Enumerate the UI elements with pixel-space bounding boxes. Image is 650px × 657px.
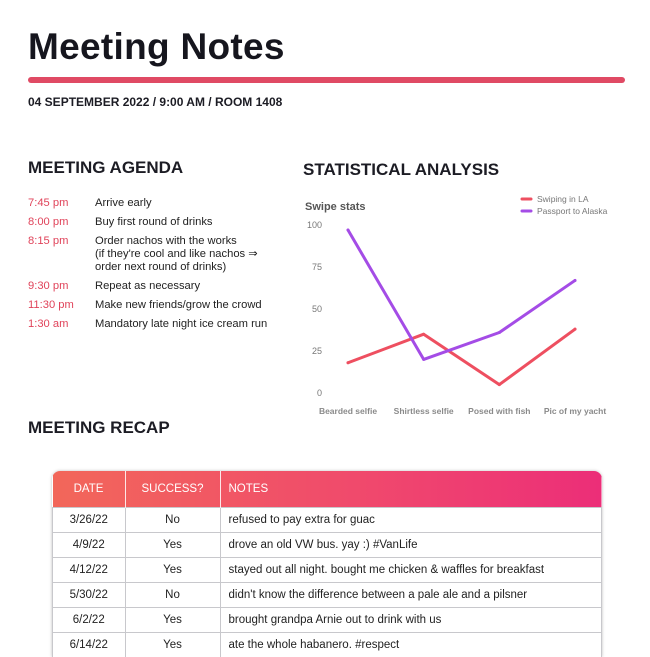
success-cell: No xyxy=(125,583,220,608)
success-cell: Yes xyxy=(125,558,220,583)
notes-cell: refused to pay extra for guac xyxy=(220,508,602,533)
date-cell: 6/2/22 xyxy=(53,608,126,633)
data-point xyxy=(347,229,350,232)
chart-svg: Swipe stats 0 25 50 75 100 Bearded selfie Shirt… xyxy=(300,188,630,424)
y-tick-label: 50 xyxy=(312,304,322,314)
data-point xyxy=(498,331,501,334)
x-tick-label: Posed with fish xyxy=(468,406,530,416)
table-header-row: DATE SUCCESS? NOTES xyxy=(53,471,602,508)
notes-cell: ate the whole habanero. #respect xyxy=(220,633,602,657)
chart-title: Swipe stats xyxy=(305,201,366,213)
success-cell: Yes xyxy=(125,533,220,558)
agenda-time: 1:30 am xyxy=(28,318,95,331)
success-cell: Yes xyxy=(125,608,220,633)
legend-label: Passport to Alaska xyxy=(537,206,608,216)
date-cell: 4/9/22 xyxy=(53,533,126,558)
swipe-stats-chart: Swipe stats 0 25 50 75 100 Bearded selfie Shirt… xyxy=(300,188,630,424)
date-cell: 5/30/22 xyxy=(53,583,126,608)
notes-cell: drove an old VW bus. yay :) #VanLife xyxy=(220,533,602,558)
data-point xyxy=(498,383,501,386)
series-line xyxy=(348,329,575,384)
agenda-text: Mandatory late night ice cream run xyxy=(95,318,267,331)
agenda-text: Arrive early xyxy=(95,197,152,210)
data-point xyxy=(347,361,350,364)
y-tick-label: 0 xyxy=(317,388,322,398)
y-tick-label: 100 xyxy=(307,220,322,230)
date-cell: 3/26/22 xyxy=(53,508,126,533)
column-header-success: SUCCESS? xyxy=(125,471,220,508)
series-line xyxy=(348,230,575,359)
x-tick-label: Pic of my yacht xyxy=(544,406,607,416)
title-underline xyxy=(28,77,625,83)
date-cell: 4/12/22 xyxy=(53,558,126,583)
meeting-meta: 04 SEPTEMBER 2022 / 9:00 AM / ROOM 1408 xyxy=(28,95,282,109)
agenda-text: Make new friends/grow the crowd xyxy=(95,299,262,312)
column-header-date: DATE xyxy=(53,471,126,508)
agenda-time: 8:00 pm xyxy=(28,216,95,229)
page-title: Meeting Notes xyxy=(28,26,285,68)
agenda-text: Order nachos with the works (if they're … xyxy=(95,235,258,274)
data-point xyxy=(574,279,577,282)
success-cell: No xyxy=(125,508,220,533)
date-cell: 6/14/22 xyxy=(53,633,126,657)
legend-label: Swiping in LA xyxy=(537,194,589,204)
notes-cell: didn't know the difference between a pal… xyxy=(220,583,602,608)
data-point xyxy=(422,358,425,361)
recap-heading: MEETING RECAP xyxy=(28,418,170,438)
notes-cell: stayed out all night. bought me chicken … xyxy=(220,558,602,583)
x-tick-label: Shirtless selfie xyxy=(394,406,454,416)
data-point xyxy=(422,333,425,336)
agenda-time: 7:45 pm xyxy=(28,197,95,210)
data-point xyxy=(574,328,577,331)
x-tick-label: Bearded selfie xyxy=(319,406,377,416)
agenda-time: 11:30 pm xyxy=(28,299,95,312)
agenda-text: Buy first round of drinks xyxy=(95,216,213,229)
y-tick-label: 75 xyxy=(312,262,322,272)
agenda-heading: MEETING AGENDA xyxy=(28,158,183,178)
column-header-notes: NOTES xyxy=(220,471,602,508)
stats-heading: STATISTICAL ANALYSIS xyxy=(303,160,499,180)
success-cell: Yes xyxy=(125,633,220,657)
agenda-text: Repeat as necessary xyxy=(95,280,200,293)
y-tick-label: 25 xyxy=(312,346,322,356)
agenda-time: 8:15 pm xyxy=(28,235,95,274)
notes-cell: brought grandpa Arnie out to drink with … xyxy=(220,608,602,633)
agenda-time: 9:30 pm xyxy=(28,280,95,293)
